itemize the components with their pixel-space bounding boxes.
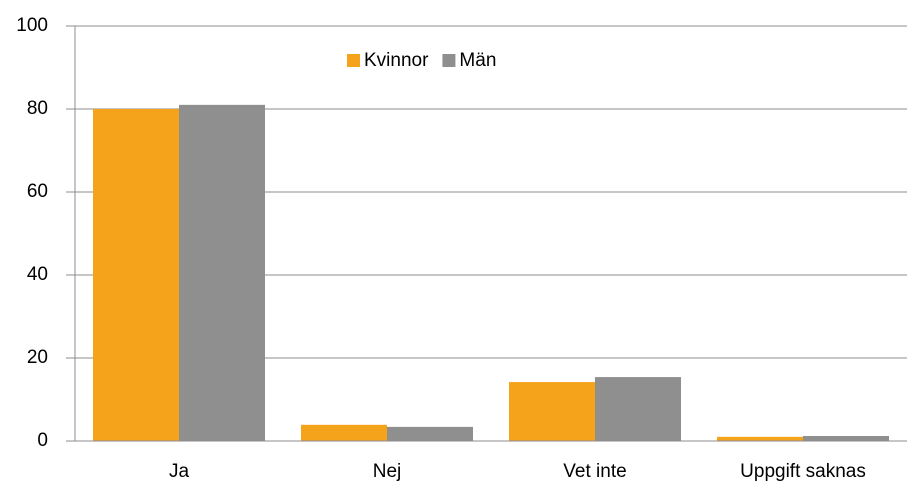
y-tick-label: 80 — [27, 98, 48, 119]
bar — [803, 436, 889, 441]
x-tick-label: Nej — [373, 461, 402, 482]
legend-label: Kvinnor — [364, 50, 429, 71]
y-tick-label: 20 — [27, 347, 48, 368]
bar — [301, 424, 387, 441]
legend-label: Män — [459, 50, 496, 71]
x-tick-label: Vet inte — [563, 461, 626, 482]
bar — [595, 377, 681, 441]
bar — [717, 436, 803, 441]
y-tick-label: 100 — [16, 15, 48, 36]
y-tick-label: 0 — [37, 430, 48, 451]
bar — [179, 104, 265, 441]
bar — [509, 382, 595, 441]
y-tick-label: 60 — [27, 181, 48, 202]
bar — [387, 426, 473, 441]
x-tick-label: Ja — [169, 461, 190, 482]
legend-swatch — [347, 54, 360, 67]
legend-swatch — [442, 54, 456, 67]
bar — [93, 109, 179, 441]
x-tick-label: Uppgift saknas — [740, 461, 866, 482]
y-tick-label: 40 — [27, 264, 48, 285]
